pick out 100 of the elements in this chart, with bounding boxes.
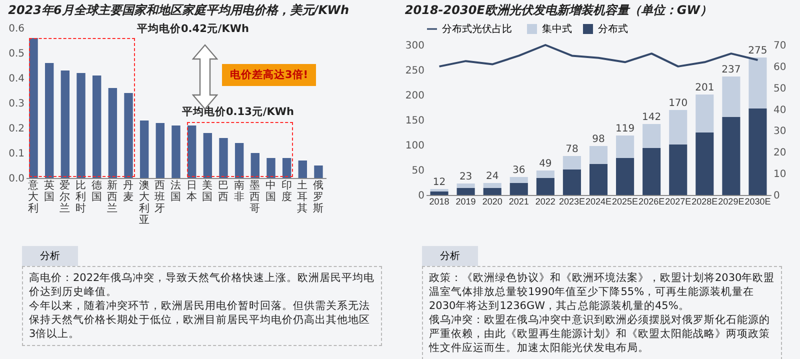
bar [722, 117, 740, 195]
total-label: 275 [748, 46, 768, 56]
bar [250, 153, 260, 178]
annotation: 平均电价0.13元/KWh [182, 105, 294, 119]
legend-label: 分布式光伏占比 [442, 23, 512, 35]
bar [562, 156, 581, 170]
x-tick-label: 西班牙 [154, 180, 166, 214]
x-tick-label: 2028E [692, 196, 718, 206]
annotation: 平均电价0.42元/KWh [137, 22, 249, 36]
bar [748, 108, 767, 195]
total-label: 49 [539, 158, 552, 170]
x-tick-label: 德国 [91, 180, 102, 203]
text: 分析 [422, 246, 478, 266]
annotation: 电价差高达3倍! [222, 64, 316, 86]
bar [642, 124, 661, 148]
bar [76, 73, 86, 178]
bar [430, 192, 448, 195]
total-label: 23 [459, 172, 472, 182]
chart-title: 2023年6月全球主要国家和地区家庭平均用电价格，美元/KWh [8, 3, 349, 17]
y-tick-label: 50 [412, 166, 424, 176]
x-tick-label: 2019 [456, 196, 476, 206]
x-tick-label: 2030E [744, 196, 771, 206]
bar [589, 146, 608, 164]
y-tick-label: 0.3 [8, 98, 24, 110]
bar [696, 132, 714, 195]
x-tick-label: 2018 [429, 196, 450, 206]
y-tick-label: 0.4 [8, 74, 24, 84]
y2-tick-label: 40 [774, 104, 786, 116]
total-label: 201 [695, 82, 714, 94]
bar [314, 166, 323, 178]
y-tick-label: 0.6 [8, 24, 24, 34]
x-tick-label: 爱尔兰 [60, 178, 71, 214]
bar [483, 183, 502, 188]
bar [60, 70, 70, 178]
x-tick-label: 南非 [234, 178, 245, 203]
bar [510, 177, 528, 183]
bar [172, 126, 180, 178]
bar [748, 58, 767, 108]
bar [298, 160, 308, 178]
bar [510, 183, 528, 195]
legend-label: 集中式 [542, 23, 572, 35]
x-tick-label: 2025E [612, 196, 638, 206]
x-tick-label: 新西兰 [107, 178, 118, 214]
x-tick-label: 2022 [535, 196, 556, 206]
bar [616, 136, 634, 158]
x-tick-label: 中国 [265, 178, 276, 203]
bar [562, 170, 581, 195]
total-label: 36 [512, 165, 526, 176]
bar [669, 110, 688, 144]
x-tick-label: 澳大利亚 [138, 180, 150, 226]
bar [536, 178, 554, 195]
y2-tick-label: 0 [774, 190, 780, 202]
bar [282, 158, 292, 178]
bar [266, 158, 276, 178]
x-tick-label: 美国 [202, 178, 214, 203]
y2-tick-label: 50 [774, 83, 786, 94]
bar [536, 170, 554, 178]
x-tick-label: 土耳其 [297, 178, 308, 214]
x-tick-label: 2021 [508, 196, 529, 206]
x-tick-label: 2029E [718, 196, 744, 206]
y-tick-label: 150 [405, 116, 424, 126]
y-tick-label: 250 [405, 66, 424, 76]
bar [669, 144, 688, 195]
bar [29, 38, 38, 178]
bar [124, 93, 133, 178]
chart-title: 2018-2030E欧洲光伏发电新增装机容量（单位：GW） [404, 3, 712, 17]
y-tick-label: 0.0 [8, 174, 24, 184]
y2-tick-label: 10 [774, 169, 786, 180]
x-tick-label: 2027E [665, 196, 692, 206]
y-tick-label: 200 [405, 90, 424, 102]
bar [187, 126, 196, 178]
y2-tick-label: 20 [774, 148, 786, 159]
x-tick-label: 日本 [186, 180, 198, 203]
x-tick-label: 2026E [638, 196, 665, 206]
total-label: 12 [432, 177, 446, 188]
text: 俄乌冲突：欧盟在俄乌冲突中意识到欧洲必须摆脱对俄罗斯化石能源的严重依赖，由此《欧盟再生能源计划》和《欧盟太阳能战略》两项政策性文件应运而生。加速太阳能光伏发电布局。 [429, 313, 771, 355]
bar [44, 63, 54, 178]
x-tick-label: 俄罗斯 [312, 180, 324, 214]
bar [589, 164, 608, 195]
y-tick-label: 300 [405, 40, 424, 52]
y-tick-label: 0.2 [8, 124, 24, 134]
x-tick-label: 墨西哥 [250, 180, 261, 214]
x-tick-label: 法国 [170, 178, 182, 203]
x-tick-label: 英国 [44, 178, 55, 203]
bar [456, 188, 475, 195]
bar [219, 138, 228, 178]
bar [140, 120, 149, 178]
text: 政策：《欧洲绿色协议》和《欧洲环境法案》，欧盟计划将2030年欧盟温室气体排放总量较1990年值至少下降55%，可再生能源装机量在2030年将达到1236GW，其占总能源装机量的45%。 [429, 271, 775, 313]
total-label: 170 [668, 98, 688, 109]
bar [722, 76, 740, 117]
y-tick-label: 0.1 [8, 148, 24, 160]
legend-label: 分布式 [598, 23, 628, 35]
x-tick-label: 巴西 [218, 180, 229, 203]
y2-tick-label: 30 [774, 126, 786, 138]
y2-tick-label: 60 [774, 62, 786, 73]
bar [108, 88, 118, 178]
bar [456, 184, 475, 188]
x-tick-label: 意大利 [27, 178, 40, 214]
text: 高电价：2022年俄乌冲突，导致天然气价格快速上涨。欧洲居民平均电价达到历史峰值。 [29, 271, 375, 299]
y-tick-label: 0.5 [8, 48, 24, 60]
